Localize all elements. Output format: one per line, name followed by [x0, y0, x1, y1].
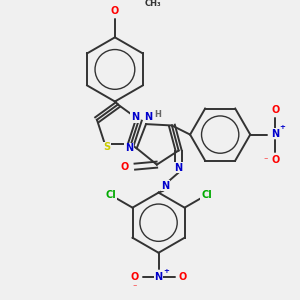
Text: N: N	[124, 143, 133, 153]
Text: N: N	[144, 112, 152, 122]
Text: N: N	[131, 112, 139, 122]
Text: O: O	[178, 272, 187, 282]
Text: N: N	[154, 272, 163, 282]
Text: +: +	[164, 268, 169, 274]
Text: ⁻: ⁻	[132, 282, 137, 291]
Text: O: O	[130, 272, 139, 282]
Text: N: N	[175, 163, 183, 172]
Text: ⁻: ⁻	[263, 155, 268, 164]
Text: O: O	[111, 6, 119, 16]
Text: S: S	[103, 142, 110, 152]
Text: CH₃: CH₃	[145, 0, 162, 8]
Text: +: +	[279, 124, 285, 130]
Text: O: O	[121, 162, 129, 172]
Text: Cl: Cl	[201, 190, 212, 200]
Text: H: H	[154, 110, 161, 118]
Text: N: N	[161, 181, 169, 190]
Text: O: O	[271, 155, 279, 165]
Text: N: N	[271, 129, 279, 139]
Text: Cl: Cl	[105, 190, 116, 200]
Text: O: O	[271, 104, 279, 115]
